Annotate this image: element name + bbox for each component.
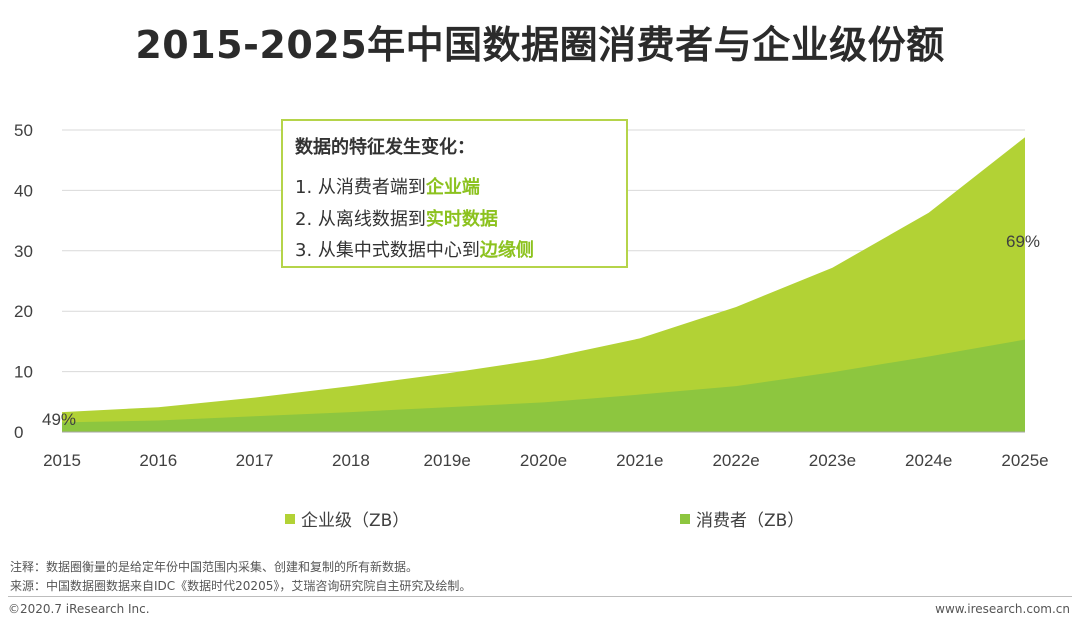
callout-item: 2. 从离线数据到实时数据	[295, 205, 498, 231]
callout-item: 3. 从集中式数据中心到边缘侧	[295, 236, 534, 262]
callout-item-highlight: 边缘侧	[479, 240, 534, 261]
callout-item-prefix: 3. 从集中式数据中心到	[295, 240, 480, 261]
callout-item: 1. 从消费者端到企业端	[295, 173, 480, 199]
x-tick-label: 2023e	[809, 451, 856, 470]
area-enterprise	[62, 137, 1025, 433]
legend-swatch-consumer	[680, 513, 690, 524]
footnote-source: 来源：中国数据圈数据来自IDC《数据时代20205》，艾瑞咨询研究院自主研究及绘…	[10, 579, 472, 593]
callout-item-prefix: 2. 从离线数据到	[295, 209, 426, 230]
footer-divider	[8, 596, 1072, 597]
x-tick-label: 2021e	[616, 451, 663, 470]
callout-heading: 数据的特征发生变化：	[295, 137, 475, 158]
legend-item-enterprise: 企业级（ZB）	[285, 506, 409, 531]
y-tick-label: 0	[14, 423, 23, 442]
x-tick-label: 2025e	[1001, 451, 1048, 470]
y-tick-label: 50	[14, 121, 33, 140]
y-tick-label: 10	[14, 363, 33, 382]
callout-item-highlight: 企业端	[425, 177, 480, 198]
y-tick-label: 20	[14, 302, 33, 321]
x-tick-label: 2022e	[712, 451, 759, 470]
areas	[62, 137, 1025, 433]
legend-label-enterprise: 企业级（ZB）	[301, 511, 410, 531]
x-tick-label: 2019e	[424, 451, 471, 470]
y-tick-label: 30	[14, 242, 33, 261]
y-tick-label: 40	[14, 181, 33, 200]
area-consumer	[62, 339, 1025, 432]
legend-swatch-enterprise	[285, 513, 295, 524]
area-chart: 0 10 20 30 40 50 2015 2016 2017 2018 2019e 2020e 202…	[14, 121, 1049, 470]
axes: 0 10 20 30 40 50 2015 2016 2017 2018 2019e 2020e 202…	[14, 121, 1049, 470]
annotations: 49% 69%	[42, 232, 1040, 429]
callout-item-prefix: 1. 从消费者端到	[295, 177, 426, 198]
footnote-note: 注释：数据圈衡量的是给定年份中国范围内采集、创建和复制的所有新数据。	[10, 560, 419, 574]
copyright-text: ©2020.7 iResearch Inc.	[8, 602, 150, 616]
x-tick-label: 2018	[332, 451, 370, 470]
data-label: 49%	[42, 410, 76, 429]
x-tick-label: 2024e	[905, 451, 952, 470]
callout-item-highlight: 实时数据	[425, 209, 498, 230]
x-tick-label: 2015	[43, 451, 81, 470]
chart-title: 2015-2025年中国数据圈消费者与企业级份额	[135, 23, 945, 67]
x-tick-label: 2017	[236, 451, 274, 470]
x-tick-label: 2020e	[520, 451, 567, 470]
legend-label-consumer: 消费者（ZB）	[696, 511, 805, 531]
callout-box: 数据的特征发生变化： 1. 从消费者端到企业端 2. 从离线数据到实时数据 3.…	[281, 119, 628, 268]
data-label: 69%	[1006, 232, 1040, 251]
x-tick-label: 2016	[139, 451, 177, 470]
legend-item-consumer: 消费者（ZB）	[680, 506, 804, 531]
website-text: www.iresearch.com.cn	[935, 602, 1070, 616]
